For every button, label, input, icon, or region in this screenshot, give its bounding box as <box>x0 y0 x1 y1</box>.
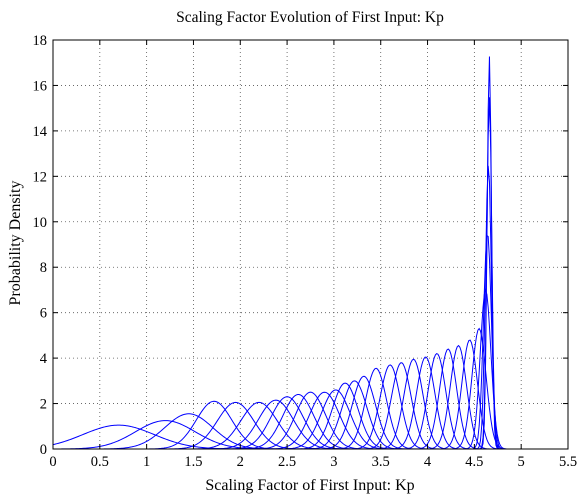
data-curves <box>52 56 568 450</box>
density-curve <box>53 288 568 450</box>
y-tick-label: 18 <box>33 33 48 49</box>
x-tick-label: 3 <box>330 454 337 470</box>
y-tick-label: 14 <box>33 124 48 140</box>
y-axis-label: Probability Density <box>7 181 24 306</box>
x-tick-label: 4 <box>424 454 432 470</box>
y-tick-label: 10 <box>33 215 48 231</box>
x-tick-label: 0.5 <box>91 454 109 470</box>
x-tick-label: 5 <box>518 454 525 470</box>
y-tick-label: 0 <box>40 442 47 458</box>
y-tick-labels: 0 2 4 6 8 10 12 14 16 18 <box>33 33 48 458</box>
y-tick-label: 12 <box>33 169 48 185</box>
chart-title: Scaling Factor Evolution of First Input:… <box>176 9 444 26</box>
density-curve <box>53 396 568 450</box>
x-tick-label: 2.5 <box>278 454 296 470</box>
y-tick-label: 4 <box>40 351 48 367</box>
x-tick-label: 0 <box>49 454 56 470</box>
density-curve <box>52 420 568 450</box>
x-axis-label: Scaling Factor of First Input: Kp <box>205 477 414 494</box>
grid-lines <box>53 40 568 449</box>
x-tick-label: 5.5 <box>559 454 577 470</box>
x-tick-label: 1 <box>143 454 150 470</box>
y-tick-label: 8 <box>40 260 47 276</box>
density-curve <box>53 348 568 450</box>
x-tick-label: 3.5 <box>372 454 390 470</box>
x-tick-label: 2 <box>237 454 244 470</box>
y-tick-label: 2 <box>40 397 47 413</box>
density-curve <box>53 344 568 450</box>
y-tick-label: 6 <box>40 306 47 322</box>
axis-ticks <box>52 39 569 450</box>
x-tick-label: 4.5 <box>465 454 483 470</box>
x-tick-label: 1.5 <box>184 454 202 470</box>
y-tick-label: 16 <box>33 78 48 94</box>
density-curve <box>53 399 568 450</box>
x-tick-labels: 0 0.5 1 1.5 2 2.5 3 3.5 4 4.5 5 5.5 <box>49 454 577 470</box>
plot-frame <box>52 39 569 450</box>
